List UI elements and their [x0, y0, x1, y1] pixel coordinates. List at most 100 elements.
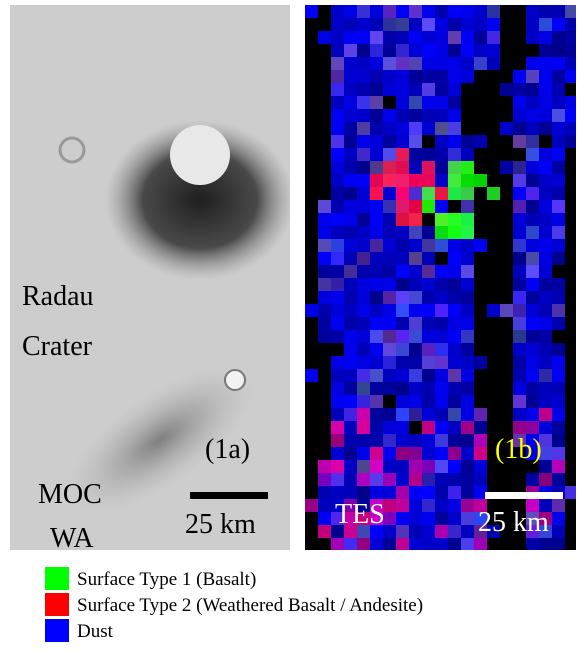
tes-pixel [461, 5, 474, 18]
tes-pixel [448, 109, 461, 122]
tes-pixel [435, 5, 448, 18]
tes-pixel [344, 408, 357, 421]
tes-pixel [448, 369, 461, 382]
tes-pixel [383, 18, 396, 31]
tes-pixel [422, 447, 435, 460]
tes-pixel [318, 265, 331, 278]
tes-pixel [461, 460, 474, 473]
tes-pixel [552, 226, 565, 239]
tes-pixel [539, 135, 552, 148]
tes-pixel [461, 161, 474, 174]
tes-pixel [435, 135, 448, 148]
tes-pixel [474, 57, 487, 70]
tes-pixel [565, 83, 578, 96]
tes-pixel [461, 44, 474, 57]
tes-pixel [539, 538, 552, 551]
tes-pixel [461, 512, 474, 525]
tes-pixel [448, 31, 461, 44]
tes-pixel [552, 200, 565, 213]
tes-pixel [357, 252, 370, 265]
tes-pixel [344, 473, 357, 486]
tes-pixel [448, 174, 461, 187]
tes-pixel [526, 83, 539, 96]
tes-pixel [409, 44, 422, 57]
tes-pixel [305, 304, 318, 317]
tes-pixel [448, 421, 461, 434]
tes-pixel [331, 304, 344, 317]
tes-pixel [383, 44, 396, 57]
tes-pixel [448, 304, 461, 317]
tes-pixel [344, 96, 357, 109]
tes-pixel [370, 473, 383, 486]
tes-pixel [370, 109, 383, 122]
tes-pixel [344, 57, 357, 70]
tes-pixel [357, 473, 370, 486]
tes-pixel [552, 291, 565, 304]
tes-pixel [539, 109, 552, 122]
tes-pixel [539, 252, 552, 265]
tes-pixel [422, 460, 435, 473]
tes-pixel [370, 395, 383, 408]
tes-pixel [383, 174, 396, 187]
legend-swatch [45, 593, 69, 616]
tes-pixel [461, 226, 474, 239]
tes-pixel [331, 538, 344, 551]
tes-pixel [357, 148, 370, 161]
tes-pixel [552, 330, 565, 343]
scale-label: 25 km [478, 507, 549, 538]
tes-pixel [383, 109, 396, 122]
tes-pixel [383, 304, 396, 317]
tes-pixel [552, 278, 565, 291]
tes-pixel [435, 57, 448, 70]
tes-image [305, 5, 578, 551]
tes-pixel [526, 395, 539, 408]
tes-pixel [461, 278, 474, 291]
tes-pixel [409, 109, 422, 122]
tes-pixel [422, 252, 435, 265]
tes-pixel [513, 148, 526, 161]
tes-pixel [396, 122, 409, 135]
tes-pixel [370, 434, 383, 447]
tes-pixel [370, 265, 383, 278]
tes-pixel [461, 70, 474, 83]
tes-pixel [526, 369, 539, 382]
tes-pixel [461, 486, 474, 499]
tes-pixel [383, 291, 396, 304]
tes-pixel [500, 83, 513, 96]
tes-pixel [422, 278, 435, 291]
tes-pixel [435, 525, 448, 538]
tes-pixel [357, 265, 370, 278]
tes-pixel [396, 512, 409, 525]
tes-pixel [526, 70, 539, 83]
tes-pixel [409, 369, 422, 382]
tes-pixel [318, 278, 331, 291]
tes-pixel [513, 304, 526, 317]
tes-pixel [513, 408, 526, 421]
tes-pixel [539, 265, 552, 278]
tes-pixel [396, 447, 409, 460]
tes-pixel [344, 31, 357, 44]
tes-pixel [539, 408, 552, 421]
tes-pixel [344, 421, 357, 434]
tes-pixel [435, 356, 448, 369]
tes-pixel [370, 122, 383, 135]
tes-pixel [435, 226, 448, 239]
tes-pixel [409, 538, 422, 551]
legend-label: Surface Type 2 (Weathered Basalt / Andes… [77, 595, 423, 616]
tes-pixel [396, 239, 409, 252]
tes-pixel [344, 434, 357, 447]
tes-pixel [409, 278, 422, 291]
tes-pixel [331, 187, 344, 200]
tes-pixel [396, 473, 409, 486]
tes-pixel [552, 538, 565, 551]
figure: Radau Crater (1a) MOC WA 25 km TES (1b) … [0, 0, 579, 651]
tes-pixel [396, 330, 409, 343]
tes-pixel [461, 200, 474, 213]
tes-pixel [331, 330, 344, 343]
tes-pixel [344, 187, 357, 200]
tes-pixel [552, 83, 565, 96]
tes-pixel [318, 226, 331, 239]
tes-pixel [461, 538, 474, 551]
tes-pixel [513, 356, 526, 369]
tes-pixel [539, 18, 552, 31]
